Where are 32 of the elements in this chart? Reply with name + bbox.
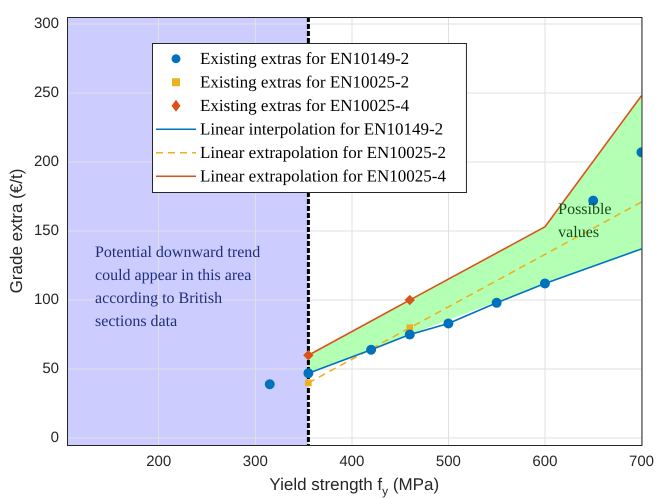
point xyxy=(443,318,454,329)
annotation: Possible values xyxy=(558,201,612,241)
point xyxy=(366,344,376,355)
legend-label: Linear extrapolation for EN10025-4 xyxy=(200,166,446,186)
y-tick-label: 100 xyxy=(34,291,59,308)
x-tick-label: 700 xyxy=(628,453,654,470)
legend-label: Linear extrapolation for EN10025-2 xyxy=(200,143,446,162)
legend-label: Existing extras for EN10149-2 xyxy=(200,49,410,68)
point xyxy=(303,350,314,360)
point xyxy=(492,298,502,308)
legend-label: Existing extras for EN10025-4 xyxy=(200,96,410,116)
y-tick-label: 300 xyxy=(34,15,59,32)
point xyxy=(404,330,415,340)
point xyxy=(404,295,415,306)
x-tick-label: 600 xyxy=(532,453,558,470)
x-tick-label: 500 xyxy=(436,453,461,470)
x-tick-label: 400 xyxy=(339,453,364,470)
point xyxy=(305,380,312,386)
point xyxy=(540,278,550,288)
y-tick-label: 200 xyxy=(34,153,59,170)
y-tick-label: 50 xyxy=(42,360,59,378)
x-tick-label: 200 xyxy=(146,453,172,470)
x-tick-label: 300 xyxy=(242,453,268,470)
point xyxy=(303,368,314,378)
point xyxy=(264,379,275,390)
y-tick-label: 150 xyxy=(34,222,59,240)
y-tick-label: 0 xyxy=(50,429,59,446)
annotation: Potential downward trend could appear in this area according to British sections data xyxy=(95,244,260,330)
y-tick-label: 250 xyxy=(34,84,59,102)
legend-label: Linear interpolation for EN10149-2 xyxy=(200,120,444,139)
y-axis-title: Grade extra (€/t) xyxy=(7,168,26,294)
legend-label: Existing extras for EN10025-2 xyxy=(200,72,410,92)
